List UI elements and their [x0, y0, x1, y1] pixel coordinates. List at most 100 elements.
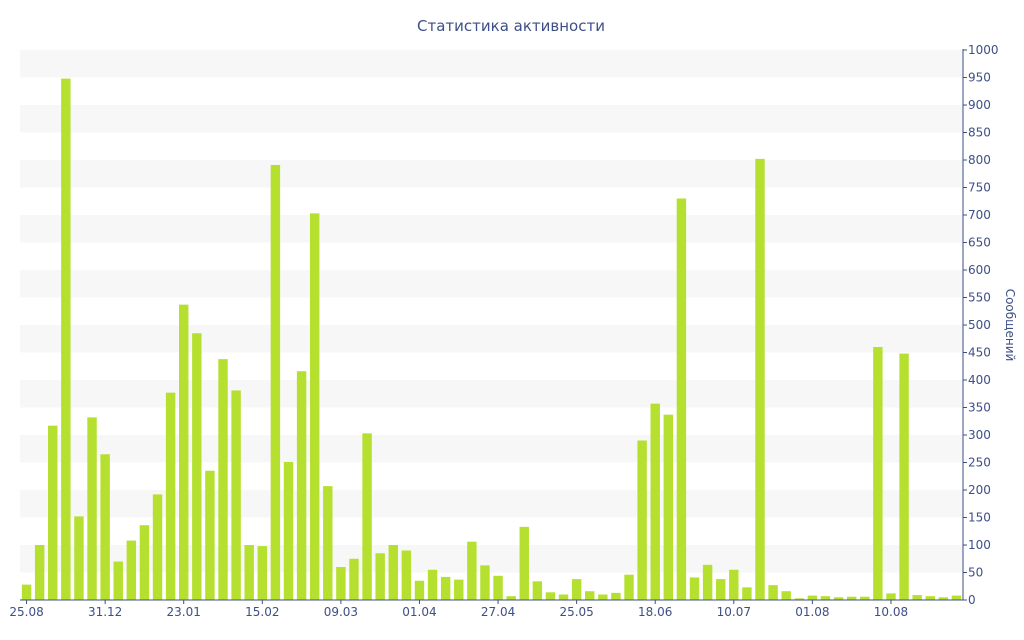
bar — [702, 564, 713, 600]
bar — [860, 596, 870, 600]
bar — [768, 585, 778, 600]
bar — [179, 304, 189, 600]
x-tick-label: 25.08 — [9, 605, 43, 619]
bar — [729, 569, 739, 600]
grid-bands — [20, 50, 963, 573]
y-tick-label: 350 — [968, 401, 991, 415]
y-tick-label: 600 — [968, 263, 991, 277]
bar — [742, 587, 752, 600]
y-tick-label: 950 — [968, 71, 991, 85]
y-tick-label: 650 — [968, 236, 991, 250]
y-tick-label: 50 — [968, 566, 983, 580]
y-axis-title: Сообщений — [1003, 289, 1017, 362]
grid-band — [20, 105, 963, 133]
bar — [480, 565, 490, 600]
y-tick-label: 750 — [968, 181, 991, 195]
bar — [349, 558, 359, 600]
bar — [388, 545, 398, 600]
bar — [192, 333, 202, 600]
y-tick-label: 850 — [968, 126, 991, 140]
x-tick-label: 27.04 — [481, 605, 515, 619]
bar — [34, 545, 45, 600]
bar — [571, 579, 582, 600]
bar — [87, 417, 97, 600]
x-tick-label: 25.05 — [559, 605, 593, 619]
bar — [925, 596, 935, 600]
grid-band — [20, 215, 963, 243]
y-tick-label: 900 — [968, 98, 991, 112]
bar — [270, 164, 281, 600]
bar — [126, 540, 137, 600]
x-axis-ticks: 25.08 31.12 23.01 15.02 09.03 01.04 27.04 25.05… — [9, 600, 908, 619]
bar — [611, 592, 621, 600]
bar — [440, 576, 451, 600]
bar — [165, 392, 176, 600]
grid-band — [20, 545, 963, 573]
x-tick-label: 10.08 — [874, 605, 908, 619]
bar — [637, 440, 647, 600]
bar — [794, 598, 804, 600]
bar — [48, 425, 58, 600]
y-tick-label: 150 — [968, 511, 991, 525]
grid-band — [20, 270, 963, 298]
bar — [244, 545, 254, 600]
bar — [231, 390, 241, 600]
bar — [781, 591, 791, 600]
x-tick-label: 31.12 — [88, 605, 122, 619]
bar — [715, 579, 726, 600]
bar — [519, 526, 529, 600]
bar — [820, 596, 831, 600]
bar — [74, 516, 84, 600]
bar — [336, 567, 346, 600]
y-tick-label: 300 — [968, 428, 991, 442]
bar — [427, 569, 438, 600]
bar — [886, 593, 896, 600]
y-tick-label: 100 — [968, 538, 991, 552]
bar — [873, 347, 883, 600]
bar — [467, 541, 477, 600]
bar — [624, 574, 634, 600]
bar — [454, 579, 464, 600]
x-tick-label: 15.02 — [245, 605, 279, 619]
x-tick-label: 09.03 — [324, 605, 358, 619]
grid-band — [20, 490, 963, 518]
bar — [401, 550, 412, 600]
bar — [650, 403, 660, 600]
y-tick-label: 250 — [968, 456, 991, 470]
x-tick-label: 10.07 — [717, 605, 751, 619]
bar — [414, 580, 425, 600]
y-tick-label: 200 — [968, 483, 991, 497]
grid-band — [20, 380, 963, 408]
bar — [545, 592, 556, 600]
bar — [532, 581, 543, 600]
y-tick-label: 1000 — [968, 43, 999, 57]
y-tick-label: 800 — [968, 153, 991, 167]
bar — [139, 525, 150, 600]
bar — [676, 198, 687, 600]
y-tick-label: 450 — [968, 346, 991, 360]
bar — [689, 577, 700, 600]
chart-title: Статистика активности — [417, 17, 605, 35]
y-tick-label: 400 — [968, 373, 991, 387]
y-tick-label: 550 — [968, 291, 991, 305]
bar — [309, 213, 320, 600]
bar — [113, 561, 123, 600]
bar — [585, 591, 595, 600]
bar — [846, 596, 857, 600]
bar — [663, 414, 674, 600]
bar — [100, 454, 110, 600]
x-tick-label: 01.08 — [795, 605, 829, 619]
bar — [283, 461, 294, 600]
bar — [21, 584, 32, 600]
bar — [807, 595, 818, 600]
x-tick-label: 18.06 — [638, 605, 672, 619]
bar — [833, 597, 844, 600]
bar — [755, 158, 765, 600]
bar — [493, 575, 503, 600]
x-tick-label: 23.01 — [167, 605, 201, 619]
bar — [938, 597, 949, 600]
grid-band — [20, 325, 963, 353]
bar — [912, 595, 922, 600]
